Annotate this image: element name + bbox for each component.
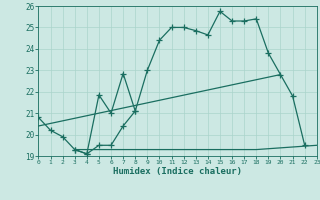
X-axis label: Humidex (Indice chaleur): Humidex (Indice chaleur) bbox=[113, 167, 242, 176]
